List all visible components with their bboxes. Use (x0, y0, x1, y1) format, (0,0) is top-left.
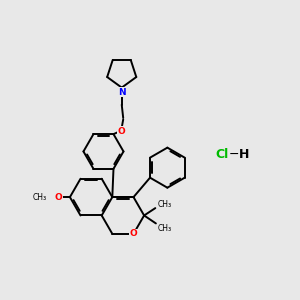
Text: CH₃: CH₃ (32, 193, 46, 202)
Text: CH₃: CH₃ (158, 200, 172, 209)
Text: H: H (238, 148, 249, 161)
Text: −: − (229, 148, 239, 161)
Text: O: O (130, 229, 137, 238)
Text: N: N (118, 88, 125, 97)
Text: O: O (118, 127, 126, 136)
Text: O: O (55, 193, 63, 202)
Text: Cl: Cl (215, 148, 229, 161)
Text: CH₃: CH₃ (158, 224, 172, 233)
